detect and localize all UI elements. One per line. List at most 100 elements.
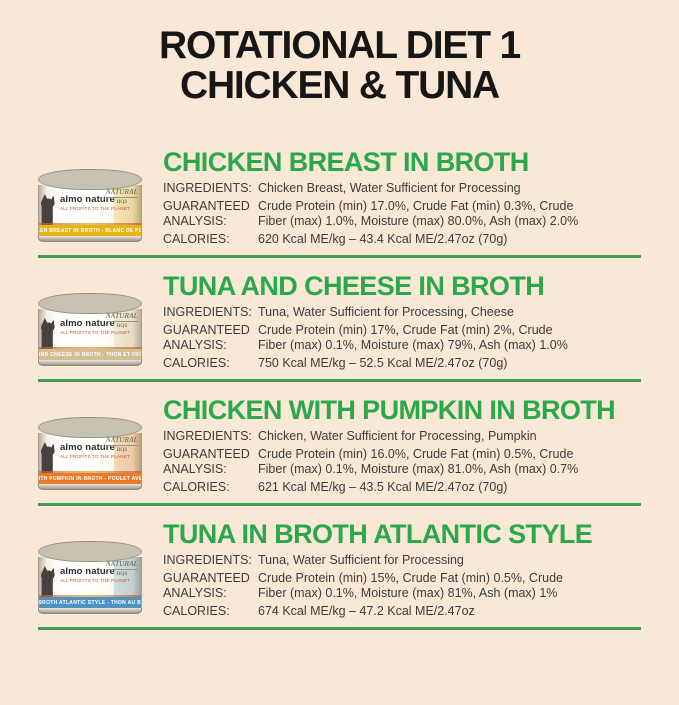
guaranteed-analysis-label: GUARANTEED ANALYSIS: bbox=[163, 447, 258, 477]
analysis-line1: Crude Protein (min) 15%, Crude Fat (min)… bbox=[258, 571, 563, 585]
calories-label: CALORIES: bbox=[163, 480, 230, 494]
guaranteed-analysis-label: GUARANTEED ANALYSIS: bbox=[163, 571, 258, 601]
can-label-color-chip bbox=[114, 309, 141, 349]
can-tagline: ALL PROFITS TO THE PLANET bbox=[60, 330, 130, 335]
guaranteed-label-line2: ANALYSIS: bbox=[163, 462, 227, 476]
product-name: CHICKEN BREAST IN BROTH bbox=[163, 147, 529, 177]
ingredients-label: INGREDIENTS: bbox=[163, 429, 252, 443]
can-flavor-band: CHICKEN BREAST IN BROTH - BLANC DE POULE… bbox=[39, 225, 141, 236]
section-divider bbox=[38, 379, 641, 382]
analysis-line1: Crude Protein (min) 16.0%, Crude Fat (mi… bbox=[258, 447, 574, 461]
section-divider bbox=[38, 503, 641, 506]
guaranteed-analysis-label: GUARANTEED ANALYSIS: bbox=[163, 199, 258, 229]
calories-label: CALORIES: bbox=[163, 232, 230, 246]
ingredients-value: Tuna, Water Sufficient for Processing bbox=[258, 553, 464, 567]
calories-label: CALORIES: bbox=[163, 356, 230, 370]
can-rim bbox=[38, 608, 142, 614]
product-name: TUNA IN BROTH ATLANTIC STYLE bbox=[163, 519, 593, 549]
can-range-hqs: HQS bbox=[105, 321, 138, 329]
page-title: ROTATIONAL DIET 1 CHICKEN & TUNA bbox=[10, 26, 669, 106]
ingredients-label: INGREDIENTS: bbox=[163, 553, 252, 567]
guaranteed-analysis-row: GUARANTEED ANALYSIS: Crude Protein (min) … bbox=[163, 199, 641, 229]
ingredients-value: Chicken, Water Sufficient for Processing… bbox=[258, 429, 537, 443]
can: almo nature ALL PROFITS TO THE PLANET NA… bbox=[38, 169, 142, 242]
can-image-chicken-pumpkin: almo nature ALL PROFITS TO THE PLANET NA… bbox=[38, 417, 142, 490]
can: almo nature ALL PROFITS TO THE PLANET NA… bbox=[38, 293, 142, 366]
page-title-line2: CHICKEN & TUNA bbox=[179, 64, 500, 107]
can: almo nature ALL PROFITS TO THE PLANET NA… bbox=[38, 541, 142, 614]
calories-value: 620 Kcal ME/kg – 43.4 Kcal ME/2.47oz (70… bbox=[258, 232, 508, 246]
can-label-color-chip bbox=[114, 433, 141, 473]
can-label-color-chip bbox=[114, 557, 141, 597]
can-range-name: NATURAL HQS bbox=[105, 188, 138, 205]
can-rim bbox=[38, 236, 142, 242]
calories-value: 674 Kcal ME/kg – 47.2 Kcal ME/2.47oz bbox=[258, 604, 475, 618]
ingredients-row: INGREDIENTS: Tuna, Water Sufficient for … bbox=[163, 305, 641, 320]
analysis-line2: Fiber (max) 0.1%, Moisture (max) 81.0%, … bbox=[258, 462, 579, 476]
product-name: TUNA AND CHEESE IN BROTH bbox=[163, 271, 545, 301]
product-info: TUNA AND CHEESE IN BROTH INGREDIENTS: Tu… bbox=[163, 272, 641, 371]
calories-row: CALORIES: 620 Kcal ME/kg – 43.4 Kcal ME/… bbox=[163, 232, 641, 247]
section-divider bbox=[38, 255, 641, 258]
can-lid bbox=[38, 169, 142, 190]
ingredients-label: INGREDIENTS: bbox=[163, 181, 252, 195]
can-label: almo nature ALL PROFITS TO THE PLANET NA… bbox=[38, 557, 142, 608]
can-image-tuna-cheese: almo nature ALL PROFITS TO THE PLANET NA… bbox=[38, 293, 142, 366]
analysis-line2: Fiber (max) 0.1%, Moisture (max) 81%, As… bbox=[258, 586, 558, 600]
guaranteed-analysis-label: GUARANTEED ANALYSIS: bbox=[163, 323, 258, 353]
calories-row: CALORIES: 750 Kcal ME/kg – 52.5 Kcal ME/… bbox=[163, 356, 641, 371]
guaranteed-label-line1: GUARANTEED bbox=[163, 199, 250, 213]
can-image-tuna-atlantic: almo nature ALL PROFITS TO THE PLANET NA… bbox=[38, 541, 142, 614]
can-rim bbox=[38, 360, 142, 366]
calories-row: CALORIES: 674 Kcal ME/kg – 47.2 Kcal ME/… bbox=[163, 604, 641, 619]
can-rim bbox=[38, 484, 142, 490]
guaranteed-analysis-value: Crude Protein (min) 15%, Crude Fat (min)… bbox=[258, 571, 641, 601]
calories-label: CALORIES: bbox=[163, 604, 230, 618]
can-label: almo nature ALL PROFITS TO THE PLANET NA… bbox=[38, 309, 142, 360]
can-flavor-band-text: CHICKEN BREAST IN BROTH - BLANC DE POULE… bbox=[39, 227, 141, 234]
ingredients-row: INGREDIENTS: Chicken, Water Sufficient f… bbox=[163, 429, 641, 444]
analysis-line2: Fiber (max) 0.1%, Moisture (max) 79%, As… bbox=[258, 338, 568, 352]
product-name: CHICKEN WITH PUMPKIN IN BROTH bbox=[163, 395, 616, 425]
guaranteed-analysis-row: GUARANTEED ANALYSIS: Crude Protein (min) … bbox=[163, 571, 641, 601]
can-image-chicken-breast: almo nature ALL PROFITS TO THE PLANET NA… bbox=[38, 169, 142, 242]
can-label: almo nature ALL PROFITS TO THE PLANET NA… bbox=[38, 185, 142, 236]
cat-silhouette-icon bbox=[40, 566, 55, 600]
ingredients-row: INGREDIENTS: Tuna, Water Sufficient for … bbox=[163, 553, 641, 568]
can-range-hqs: HQS bbox=[105, 197, 138, 205]
can-brand: almo nature bbox=[60, 318, 115, 329]
can-label-color-chip bbox=[114, 185, 141, 225]
can-flavor-band-text: TUNA IN BROTH ATLANTIC STYLE - THON AU B… bbox=[39, 599, 141, 606]
can-tagline: ALL PROFITS TO THE PLANET bbox=[60, 454, 130, 459]
can-range-natural: NATURAL bbox=[105, 560, 138, 568]
analysis-line1: Crude Protein (min) 17%, Crude Fat (min)… bbox=[258, 323, 553, 337]
can-range-name: NATURAL HQS bbox=[105, 312, 138, 329]
ingredients-value: Chicken Breast, Water Sufficient for Pro… bbox=[258, 181, 521, 195]
guaranteed-label-line1: GUARANTEED bbox=[163, 447, 250, 461]
ingredients-label: INGREDIENTS: bbox=[163, 305, 252, 319]
can-tagline: ALL PROFITS TO THE PLANET bbox=[60, 206, 130, 211]
guaranteed-analysis-row: GUARANTEED ANALYSIS: Crude Protein (min) … bbox=[163, 323, 641, 353]
can-range-name: NATURAL HQS bbox=[105, 436, 138, 453]
calories-value: 621 Kcal ME/kg – 43.5 Kcal ME/2.47oz (70… bbox=[258, 480, 508, 494]
cat-silhouette-icon bbox=[40, 318, 55, 352]
calories-row: CALORIES: 621 Kcal ME/kg – 43.5 Kcal ME/… bbox=[163, 480, 641, 495]
can-range-natural: NATURAL bbox=[105, 436, 138, 444]
can-lid bbox=[38, 417, 142, 438]
guaranteed-analysis-value: Crude Protein (min) 16.0%, Crude Fat (mi… bbox=[258, 447, 641, 477]
product-section-tuna-cheese: almo nature ALL PROFITS TO THE PLANET NA… bbox=[0, 272, 679, 371]
section-divider bbox=[38, 627, 641, 630]
can-flavor-band: TUNA IN BROTH ATLANTIC STYLE - THON AU B… bbox=[39, 597, 141, 608]
product-section-tuna-atlantic: almo nature ALL PROFITS TO THE PLANET NA… bbox=[0, 520, 679, 619]
product-info: TUNA IN BROTH ATLANTIC STYLE INGREDIENTS… bbox=[163, 520, 641, 619]
can-brand: almo nature bbox=[60, 566, 115, 577]
can-band-strip bbox=[39, 223, 141, 225]
product-info: CHICKEN BREAST IN BROTH INGREDIENTS: Chi… bbox=[163, 148, 641, 247]
can-band-strip bbox=[39, 347, 141, 349]
can-range-name: NATURAL HQS bbox=[105, 560, 138, 577]
can-flavor-band-text: CHICKEN WITH PUMPKIN IN BROTH - POULET A… bbox=[39, 475, 141, 482]
ingredients-row: INGREDIENTS: Chicken Breast, Water Suffi… bbox=[163, 181, 641, 196]
can-range-hqs: HQS bbox=[105, 445, 138, 453]
can-lid bbox=[38, 541, 142, 562]
can-brand: almo nature bbox=[60, 194, 115, 205]
